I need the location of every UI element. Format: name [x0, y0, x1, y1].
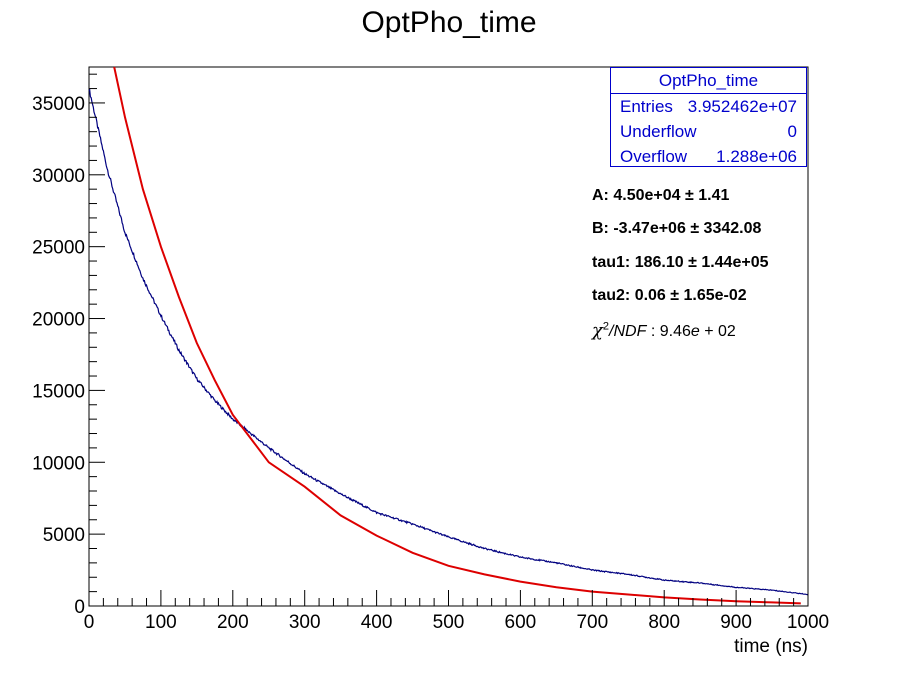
chi-exponent: 02 — [718, 323, 736, 340]
y-tick-label: 5000 — [43, 525, 85, 546]
fit-param-tau1: tau1: 186.10 ± 1.44e+05 — [592, 254, 769, 272]
chart-title: OptPho_time — [361, 6, 537, 39]
x-tick-label: 900 — [720, 612, 752, 633]
stats-value: 1.288e+06 — [716, 147, 797, 166]
y-tick-label: 15000 — [32, 381, 85, 402]
fit-param-error: 3342.08 — [703, 220, 762, 237]
histogram-line — [88, 88, 809, 596]
fit-param-value: -3.47e+06 — [613, 220, 686, 237]
y-tick-label: 35000 — [32, 94, 85, 115]
stats-key: Entries — [620, 97, 673, 116]
fit-param-error: 1.44e+05 — [701, 254, 769, 271]
fit-param-a: A: 4.50e+04 ± 1.41 — [592, 187, 729, 205]
fit-param-value: 186.10 — [634, 254, 684, 271]
y-tick-label: 20000 — [32, 310, 85, 331]
fit-curve — [113, 66, 801, 605]
chi-plus: + — [699, 323, 718, 340]
x-tick-label: 400 — [361, 612, 393, 633]
fit-param-error: 1.41 — [698, 187, 730, 204]
chi2-ndf-label: χ2/NDF : 9.46e + 02 — [592, 320, 736, 341]
x-tick-label: 100 — [145, 612, 177, 633]
fit-param-b: B: -3.47e+06 ± 3342.08 — [592, 220, 761, 238]
x-tick-label: 0 — [84, 612, 95, 633]
x-tick-label: 500 — [433, 612, 465, 633]
stats-row-overflow: Overflow 1.288e+06 — [611, 144, 806, 169]
stats-title: OptPho_time — [611, 68, 806, 94]
y-tick-label: 25000 — [32, 238, 85, 259]
stats-value: 0 — [787, 122, 797, 141]
ndf-text: /NDF — [609, 323, 647, 340]
y-tick-label: 0 — [74, 597, 85, 618]
plus-minus-sign: ± — [690, 220, 700, 237]
fit-param-error: 1.65e-02 — [683, 287, 747, 304]
plus-minus-sign: ± — [670, 287, 680, 304]
x-tick-label: 700 — [576, 612, 608, 633]
x-tick-label: 800 — [648, 612, 680, 633]
stats-row-underflow: Underflow 0 — [611, 119, 806, 144]
fit-param-value: 4.50e+04 — [613, 187, 681, 204]
x-tick-label: 1000 — [787, 612, 829, 633]
y-tick-label: 10000 — [32, 453, 85, 474]
y-tick-label: 30000 — [32, 166, 85, 187]
stats-value: 3.952462e+07 — [687, 97, 797, 116]
x-tick-label: 600 — [505, 612, 537, 633]
chi-e: e — [690, 323, 700, 340]
x-tick-label: 300 — [289, 612, 321, 633]
plus-minus-sign: ± — [688, 254, 697, 271]
stats-key: Underflow — [620, 122, 697, 141]
plus-minus-sign: ± — [684, 187, 694, 204]
chi-superscript: 2 — [602, 320, 610, 333]
chi-separator: : — [646, 323, 660, 340]
x-axis-label: time (ns) — [734, 636, 808, 657]
stats-key: Overflow — [620, 147, 688, 166]
chi-mantissa: 9.46 — [659, 323, 691, 340]
chi-symbol: χ — [592, 320, 603, 341]
x-tick-label: 200 — [217, 612, 249, 633]
fit-param-name: A: — [592, 187, 609, 204]
fit-param-name: tau2: — [592, 287, 631, 304]
fit-param-value: 0.06 — [634, 287, 666, 304]
fit-param-name: B: — [592, 220, 609, 237]
stats-box: OptPho_time Entries 3.952462e+07 Underfl… — [610, 67, 807, 167]
stats-row-entries: Entries 3.952462e+07 — [611, 94, 806, 119]
fit-param-name: tau1: — [592, 254, 631, 271]
fit-param-tau2: tau2: 0.06 ± 1.65e-02 — [592, 287, 747, 305]
